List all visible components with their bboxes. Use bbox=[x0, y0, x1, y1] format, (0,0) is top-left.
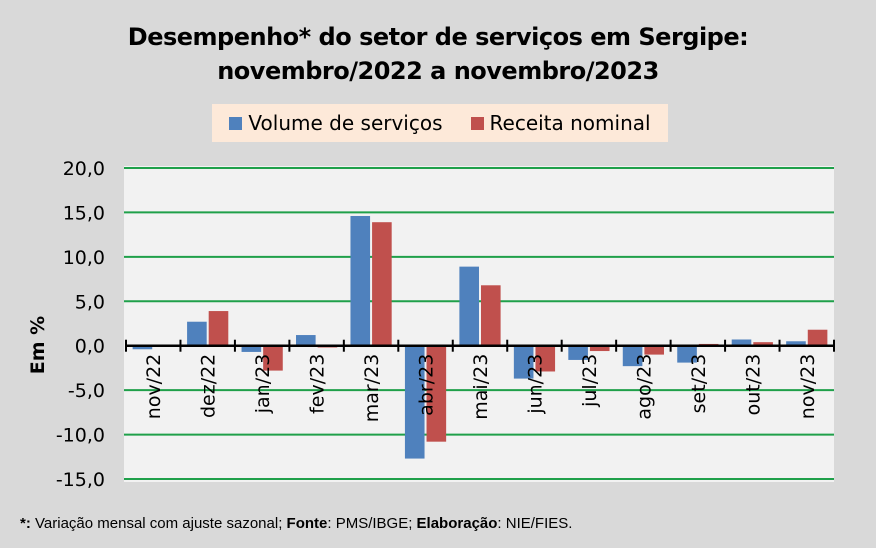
bar-volume bbox=[404, 345, 425, 459]
x-tick-label: jul/23 bbox=[579, 354, 601, 408]
bar-receita bbox=[644, 345, 664, 355]
y-tick-label: -15,0 bbox=[56, 469, 105, 491]
bar-receita bbox=[589, 345, 610, 352]
chart-title: Desempenho* do setor de serviços em Serg… bbox=[0, 20, 876, 88]
x-tick-label: fev/23 bbox=[307, 354, 329, 414]
bar-volume bbox=[568, 345, 588, 360]
legend-label-receita: Receita nominal bbox=[489, 111, 651, 135]
legend-label-volume: Volume de serviços bbox=[248, 111, 443, 135]
bar-volume bbox=[241, 345, 262, 352]
bar-volume bbox=[622, 345, 643, 367]
bar-receita bbox=[426, 345, 447, 442]
footnote-text-1: Variação mensal com ajuste sazonal; bbox=[30, 515, 287, 532]
bar-receita bbox=[372, 222, 392, 346]
legend-swatch-volume bbox=[229, 116, 243, 130]
footnote-fonte-label: Fonte bbox=[286, 515, 328, 532]
y-tick-label: 10,0 bbox=[63, 247, 105, 269]
footnote-text-3: : NIE/FIES. bbox=[497, 515, 573, 532]
x-tick-label: out/23 bbox=[742, 354, 764, 416]
footnote-elaboracao-label: Elaboração bbox=[416, 515, 498, 532]
chart-legend: Volume de serviços Receita nominal bbox=[212, 104, 668, 142]
legend-item-receita: Receita nominal bbox=[470, 111, 651, 135]
bar-volume bbox=[296, 335, 316, 346]
bar-volume bbox=[187, 321, 207, 346]
bar-volume bbox=[350, 215, 371, 346]
bar-receita bbox=[208, 311, 229, 346]
y-tick-label: 5,0 bbox=[75, 291, 105, 313]
bar-receita bbox=[481, 285, 501, 346]
bar-receita bbox=[807, 329, 828, 346]
x-tick-label: mar/23 bbox=[361, 354, 383, 423]
x-tick-label: set/23 bbox=[688, 354, 710, 414]
bar-receita bbox=[263, 345, 283, 371]
x-tick-label: ago/23 bbox=[633, 354, 655, 420]
legend-item-volume: Volume de serviços bbox=[229, 111, 443, 135]
bar-volume bbox=[677, 345, 697, 363]
y-tick-label: -10,0 bbox=[56, 425, 105, 447]
x-tick-label: abr/23 bbox=[416, 354, 438, 416]
x-tick-label: jan/23 bbox=[252, 354, 274, 415]
footnote-star: *: bbox=[20, 515, 31, 532]
x-tick-label: jun/23 bbox=[524, 354, 546, 415]
y-tick-label: 0,0 bbox=[75, 336, 105, 358]
x-tick-label: nov/22 bbox=[143, 354, 165, 420]
bar-volume bbox=[786, 341, 806, 346]
footnote: *: Variação mensal com ajuste sazonal; F… bbox=[20, 515, 572, 532]
footnote-text-2: : PMS/IBGE; bbox=[327, 515, 417, 532]
y-tick-label: 15,0 bbox=[63, 202, 105, 224]
x-tick-label: nov/23 bbox=[797, 354, 819, 420]
bar-volume bbox=[731, 339, 752, 346]
y-tick-label: -5,0 bbox=[68, 380, 105, 402]
bar-volume bbox=[459, 266, 479, 346]
bar-volume bbox=[132, 345, 153, 350]
bar-volume bbox=[513, 345, 534, 379]
y-tick-label: 20,0 bbox=[63, 158, 105, 180]
chart-title-line2: novembro/2022 a novembro/2023 bbox=[217, 57, 659, 85]
x-tick-label: mai/23 bbox=[470, 354, 492, 420]
bar-receita bbox=[753, 342, 773, 346]
bar-receita bbox=[535, 345, 556, 372]
x-tick-label: dez/22 bbox=[198, 354, 220, 418]
legend-swatch-receita bbox=[470, 116, 484, 130]
chart-title-line1: Desempenho* do setor de serviços em Serg… bbox=[127, 23, 749, 51]
